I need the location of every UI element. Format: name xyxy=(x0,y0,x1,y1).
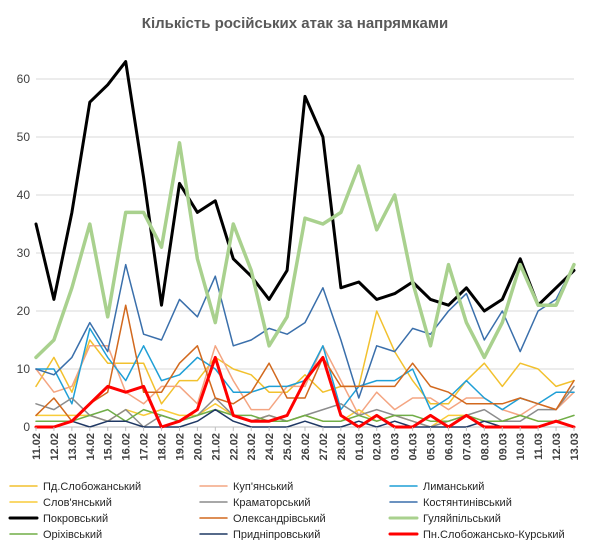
legend-label: Костянтинівський xyxy=(423,497,512,509)
x-tick-label: 15.02 xyxy=(103,433,115,461)
x-tick-label: 20.02 xyxy=(192,433,204,461)
grid xyxy=(36,78,574,428)
y-tick-label: 30 xyxy=(17,246,31,260)
x-tick-label: 08.03 xyxy=(479,433,491,461)
x-tick-label: 26.02 xyxy=(300,433,312,461)
x-tick-label: 16.02 xyxy=(121,433,133,461)
series-line-6 xyxy=(34,60,576,313)
x-tick-label: 05.03 xyxy=(426,433,438,461)
legend-label: Слов'янський xyxy=(43,497,112,509)
legend-label: Придніпровський xyxy=(233,529,320,540)
series-line-5 xyxy=(35,263,575,399)
x-tick-label: 13.03 xyxy=(569,433,581,461)
y-tick-label: 40 xyxy=(17,188,31,202)
x-tick-label: 28.02 xyxy=(336,433,348,461)
x-tick-label: 14.02 xyxy=(85,433,97,461)
x-tick-label: 12.03 xyxy=(551,433,563,461)
x-tick-label: 11.02 xyxy=(31,433,43,460)
x-tick-label: 18.02 xyxy=(157,433,169,461)
legend-label: Краматорський xyxy=(233,497,311,509)
legend: Пд.Слобожанський Куп'янський Лиманський Сло… xyxy=(8,481,565,540)
x-tick-label: 25.02 xyxy=(282,433,294,461)
legend-label: Оріхівський xyxy=(43,529,102,540)
chart-title: Кількість російських атак за напрямками xyxy=(142,15,448,32)
x-tick-label: 27.02 xyxy=(318,433,330,461)
series-line-10 xyxy=(35,408,575,428)
x-tick-label: 24.02 xyxy=(264,433,276,461)
x-tick-label: 23.02 xyxy=(246,433,258,461)
y-tick-label: 20 xyxy=(17,304,31,318)
legend-label: Пн.Слобожансько-Курський xyxy=(423,529,565,540)
series-line-7 xyxy=(35,304,575,422)
x-tick-label: 22.02 xyxy=(228,433,240,461)
legend-label: Пд.Слобожанський xyxy=(43,481,141,493)
x-tick-label: 06.03 xyxy=(443,433,455,461)
x-tick-label: 10.03 xyxy=(515,433,527,461)
series-line-8 xyxy=(34,141,576,360)
x-tick-label: 03.03 xyxy=(390,433,402,461)
x-tick-label: 13.02 xyxy=(67,433,79,461)
y-tick-label: 0 xyxy=(23,420,30,434)
x-axis-ticks: 11.02 12.02 13.02 14.02 15.02 16.02 17.02 18.02… xyxy=(31,427,581,461)
y-tick-label: 10 xyxy=(17,362,31,376)
x-tick-label: 17.02 xyxy=(139,433,151,461)
y-axis-ticks: 0 10 20 30 40 50 60 xyxy=(17,72,31,434)
x-tick-label: 04.03 xyxy=(408,433,420,461)
y-tick-label: 50 xyxy=(17,130,31,144)
series-line-0 xyxy=(35,310,575,405)
legend-label: Куп'янський xyxy=(233,481,293,493)
y-tick-label: 60 xyxy=(17,72,31,86)
legend-label: Покровський xyxy=(43,513,108,525)
x-tick-label: 12.02 xyxy=(49,433,61,461)
x-tick-label: 01.03 xyxy=(354,433,366,461)
x-tick-label: 21.02 xyxy=(210,433,222,461)
x-tick-label: 07.03 xyxy=(461,433,473,461)
x-tick-label: 02.03 xyxy=(372,433,384,461)
legend-label: Олександрівський xyxy=(233,513,326,525)
legend-label: Гуляйпільський xyxy=(423,513,501,525)
x-tick-label: 11.03 xyxy=(533,433,545,460)
series-lines xyxy=(34,60,576,429)
x-tick-label: 09.03 xyxy=(497,433,509,461)
legend-label: Лиманський xyxy=(423,481,484,493)
x-tick-label: 19.02 xyxy=(174,433,186,461)
